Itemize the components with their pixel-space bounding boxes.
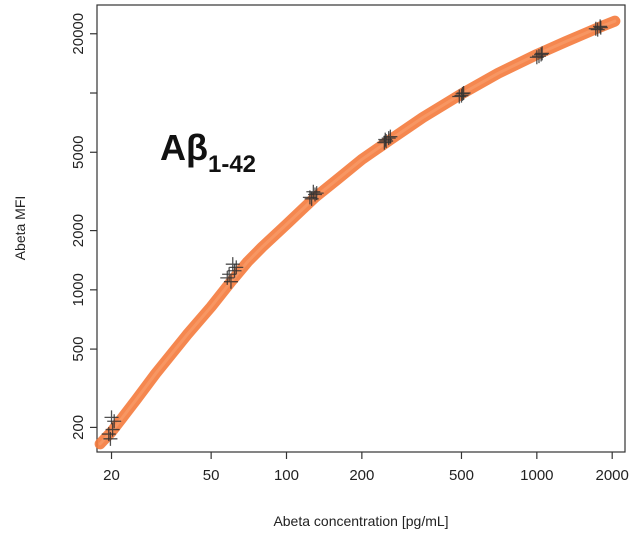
data-point <box>222 267 237 282</box>
x-tick-label: 20 <box>103 467 120 484</box>
x-tick-label: 200 <box>349 467 374 484</box>
x-tick-label: 500 <box>449 467 474 484</box>
y-tick-label: 2000 <box>70 214 87 247</box>
data-point <box>220 270 235 285</box>
y-tick-label: 200 <box>70 415 87 440</box>
plot-frame <box>96 4 626 453</box>
data-point <box>531 49 546 64</box>
x-tick-label: 2000 <box>596 467 629 484</box>
data-point <box>101 427 116 442</box>
y-tick-label: 20000 <box>70 13 87 55</box>
data-point <box>227 263 242 278</box>
data-point <box>534 47 549 62</box>
data-point <box>593 19 608 34</box>
x-tick-label: 100 <box>274 467 299 484</box>
data-point <box>309 186 324 201</box>
annotation-main: Aβ <box>160 127 208 168</box>
y-tick-label: 500 <box>70 337 87 362</box>
x-tick-label: 1000 <box>520 467 553 484</box>
data-point <box>378 132 393 147</box>
data-point <box>104 410 119 425</box>
data-point <box>590 22 605 37</box>
data-points-layer <box>101 19 608 446</box>
data-point <box>452 89 467 104</box>
data-point <box>225 257 240 272</box>
annotation-subscript: 1-42 <box>208 151 256 178</box>
fit-curve-layer <box>94 15 621 450</box>
data-point <box>229 260 244 275</box>
chart-annotation: Aβ1-42 <box>160 127 256 178</box>
data-point <box>377 135 392 150</box>
y-axis-title: Abeta MFI <box>12 196 28 261</box>
data-point <box>454 88 469 103</box>
fit-curve-highlight <box>98 19 617 446</box>
y-tick-label: 1000 <box>70 273 87 306</box>
y-axis: 200 500 1000 2000 5000 20000 <box>70 13 97 440</box>
fit-curve <box>94 15 621 450</box>
y-tick-label: 5000 <box>70 136 87 169</box>
data-point <box>107 414 122 429</box>
x-axis: 20 50 100 200 500 1000 2000 <box>103 452 629 484</box>
x-tick-label: 50 <box>203 467 220 484</box>
data-point <box>223 274 238 289</box>
data-point <box>306 184 321 199</box>
data-point <box>455 86 470 101</box>
x-axis-title: Abeta concentration [pg/mL] <box>273 513 448 529</box>
